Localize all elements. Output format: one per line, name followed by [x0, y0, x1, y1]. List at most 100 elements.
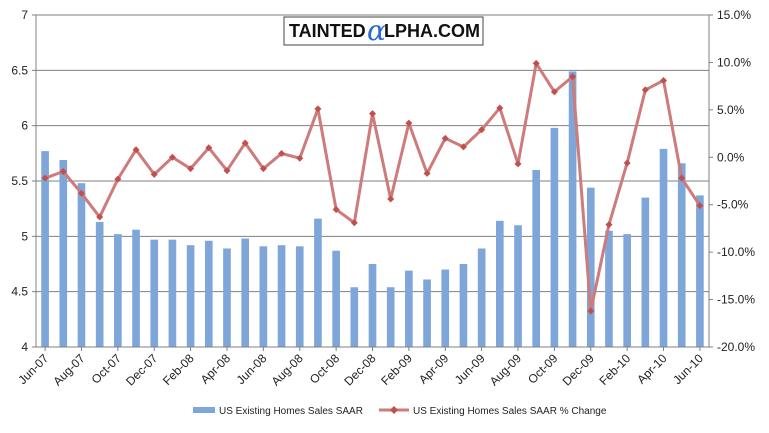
- bar: [659, 148, 668, 347]
- x-tick-label: Feb-10: [596, 351, 633, 388]
- bar: [496, 220, 504, 347]
- logo: TAINTED α LPHA.COM: [283, 14, 484, 47]
- data-point: [278, 149, 286, 157]
- x-tick-label: Feb-08: [160, 351, 197, 388]
- x-tick-label: Jun-08: [234, 351, 270, 387]
- data-point: [223, 167, 231, 175]
- bar: [550, 127, 559, 347]
- bar: [168, 239, 177, 347]
- x-tick-label: Dec-08: [341, 351, 378, 388]
- x-tick-label: Oct-07: [89, 351, 125, 387]
- data-point: [150, 170, 158, 178]
- bar: [150, 239, 159, 347]
- bar: [696, 195, 704, 347]
- data-point: [132, 146, 140, 154]
- legend-label-bar: US Existing Homes Sales SAAR: [219, 406, 363, 417]
- data-point: [423, 169, 431, 177]
- data-point: [350, 219, 358, 227]
- gridlines: [36, 14, 709, 348]
- data-point: [259, 165, 267, 173]
- bar: [677, 163, 686, 347]
- x-tick-label: Aug-07: [50, 351, 87, 388]
- data-point: [478, 126, 486, 134]
- line-series: [41, 59, 704, 315]
- bar: [605, 230, 613, 347]
- bar: [186, 245, 195, 347]
- right-tick-label: 15.0%: [717, 8, 751, 22]
- data-point: [605, 221, 613, 229]
- data-point: [387, 195, 395, 203]
- bar: [295, 246, 304, 347]
- data-point: [369, 110, 376, 118]
- bar: [95, 221, 104, 347]
- data-point: [296, 154, 304, 162]
- bar: [41, 151, 49, 347]
- logo-suffix: LPHA.COM: [384, 21, 480, 41]
- left-tick-label: 5: [21, 229, 28, 243]
- right-tick-label: -20.0%: [717, 340, 755, 354]
- x-tick-label: Oct-09: [525, 351, 561, 387]
- x-tick-label: Aug-08: [269, 351, 306, 388]
- x-tick-label: Jun-07: [15, 351, 51, 387]
- right-tick-label: 5.0%: [717, 103, 745, 117]
- x-tick-label: Oct-08: [307, 351, 343, 387]
- x-tick-label: Apr-10: [634, 351, 670, 387]
- data-point: [532, 59, 540, 67]
- data-point: [41, 174, 49, 182]
- left-axis-ticks: 4 4.5 5 5.5 6 6.5 7: [11, 8, 28, 354]
- left-tick-label: 7: [21, 8, 28, 22]
- bar: [204, 240, 213, 347]
- x-tick-label: Feb-09: [378, 351, 415, 388]
- data-point: [114, 175, 122, 183]
- bar: [350, 287, 359, 347]
- x-tick-label: Jun-10: [670, 351, 706, 387]
- logo-prefix: TAINTED: [289, 21, 366, 41]
- left-tick-label: 4: [21, 340, 28, 354]
- right-tick-label: -5.0%: [717, 198, 749, 212]
- legend-label-line: US Existing Homes Sales SAAR % Change: [413, 406, 607, 417]
- legend-marker: [390, 406, 398, 414]
- bar: [641, 197, 650, 347]
- bar: [386, 287, 395, 347]
- data-point: [587, 307, 595, 315]
- x-tick-label: Dec-09: [560, 351, 597, 388]
- right-tick-label: -15.0%: [717, 293, 755, 307]
- data-point: [550, 88, 558, 96]
- bar: [532, 169, 541, 347]
- bar: [77, 183, 86, 347]
- data-point: [696, 202, 704, 210]
- logo-alpha-glyph: α: [367, 14, 386, 47]
- bar: [368, 264, 377, 347]
- bar: [114, 234, 122, 347]
- data-point: [59, 168, 67, 176]
- data-point: [168, 153, 176, 161]
- data-point: [405, 119, 413, 127]
- legend-swatch-bar: [193, 407, 215, 413]
- bar-series: [41, 71, 704, 347]
- data-point: [77, 189, 85, 197]
- bar: [514, 225, 522, 347]
- right-tick-label: 10.0%: [717, 55, 751, 69]
- data-point: [332, 205, 340, 213]
- bar: [423, 279, 431, 347]
- left-tick-label: 5.5: [11, 174, 28, 188]
- x-tick-label: Apr-09: [416, 351, 452, 387]
- left-tick-label: 6.5: [11, 63, 28, 77]
- x-tick-label: Aug-09: [487, 351, 524, 388]
- left-tick-label: 6: [21, 119, 28, 133]
- bar: [314, 218, 322, 347]
- x-axis-ticks: Jun-07 Aug-07 Oct-07 Dec-07 Feb-08 Apr-08 Jun-…: [15, 351, 706, 388]
- data-point: [241, 139, 249, 147]
- right-tick-label: 0.0%: [717, 150, 745, 164]
- data-point: [496, 104, 504, 112]
- bar: [568, 71, 577, 347]
- bar: [459, 264, 468, 347]
- bar: [277, 245, 286, 347]
- bar: [259, 246, 268, 347]
- data-point: [569, 73, 577, 81]
- data-point: [205, 144, 213, 152]
- bar: [223, 248, 231, 347]
- data-point: [459, 143, 467, 151]
